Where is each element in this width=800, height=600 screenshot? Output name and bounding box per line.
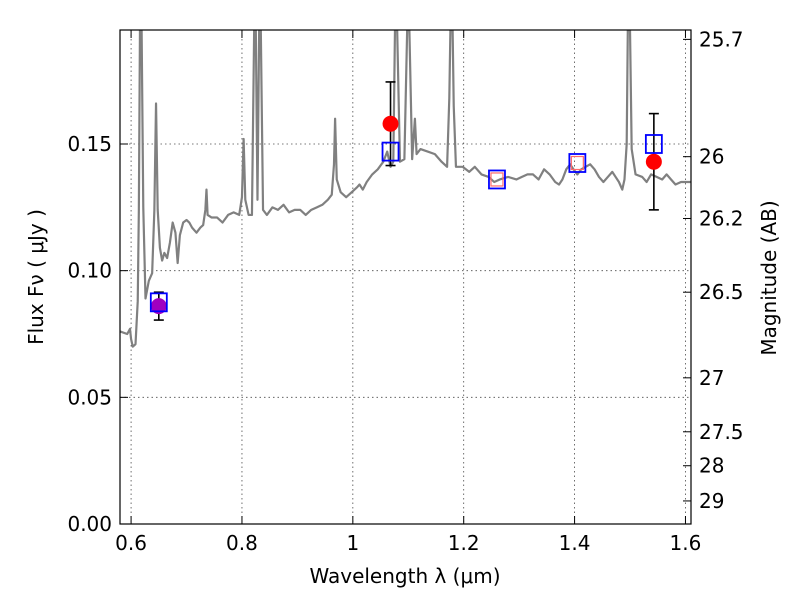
- y-tick-label: 0.05: [67, 385, 112, 409]
- right-tick-label: 26: [699, 145, 724, 169]
- x-tick-label: 1.2: [448, 531, 480, 555]
- right-tick-label: 27: [699, 366, 724, 390]
- model-point: [381, 141, 400, 162]
- y-axis-label: Flux Fν ( μJy ): [24, 209, 48, 345]
- right-tick-label: 25.7: [699, 27, 744, 51]
- marker-layer: [149, 81, 663, 321]
- x-tick-label: 0.6: [115, 531, 147, 555]
- observed-point: [150, 298, 167, 315]
- observed-point: [645, 153, 662, 170]
- grid: [120, 30, 691, 524]
- model-point: [568, 153, 587, 173]
- x-tick-label: 0.8: [226, 531, 258, 555]
- plot-area: [120, 30, 691, 348]
- right-tick-label: 26.5: [699, 280, 744, 304]
- y-tick-label: 0.15: [67, 132, 112, 156]
- right-tick-label: 27.5: [699, 420, 744, 444]
- y-tick-label: 0.10: [67, 259, 112, 283]
- model-inner-point: [490, 172, 504, 187]
- y-tick-label: 0.00: [67, 512, 112, 536]
- x-tick-label: 1.4: [559, 531, 591, 555]
- x-axis-label: Wavelength λ (μm): [309, 564, 500, 588]
- x-tick-label: 1.6: [670, 531, 702, 555]
- model-point: [149, 292, 168, 313]
- right-tick-label: 26.2: [699, 206, 744, 230]
- observed-point: [382, 115, 399, 132]
- right-axis-label: Magnitude (AB): [757, 200, 781, 355]
- right-tick-label: 28: [699, 454, 724, 478]
- spectrum-line: [120, 30, 691, 348]
- plot-frame: [119, 29, 692, 525]
- model-point: [488, 169, 506, 190]
- x-tick-label: 1: [346, 531, 359, 555]
- model-inner-point: [570, 155, 584, 171]
- ticks: 0.6 0.8 1 1.2 1.4 1.6 0.00 0.05 0.10 0.15 25.7 26 26…: [67, 27, 743, 555]
- model-point: [644, 134, 663, 154]
- right-tick-label: 29: [699, 489, 724, 513]
